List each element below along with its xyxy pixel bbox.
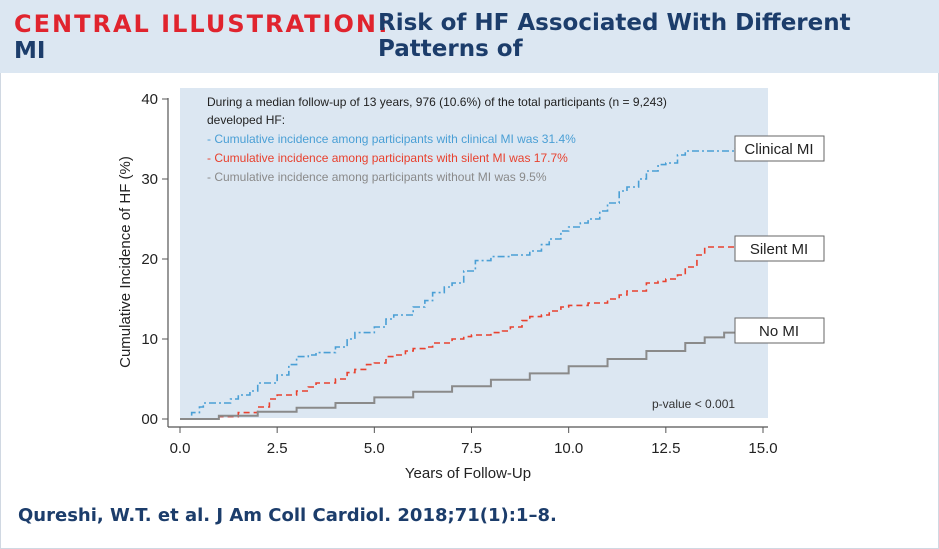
x-axis-title: Years of Follow-Up bbox=[405, 465, 531, 482]
illustration-label: CENTRAL ILLUSTRATION: bbox=[14, 10, 390, 38]
p-value: p-value < 0.001 bbox=[652, 397, 735, 411]
annotation-none: - Cumulative incidence among participant… bbox=[207, 170, 547, 184]
series-no-mi-line bbox=[180, 329, 737, 420]
legend-none-label: No MI bbox=[759, 323, 799, 340]
y-tick-label: 30 bbox=[141, 171, 158, 188]
annotation-line1: During a median follow-up of 13 years, 9… bbox=[207, 95, 667, 109]
y-ticks: 00 10 20 30 40 bbox=[141, 91, 168, 428]
series-silent-mi-line bbox=[180, 246, 736, 420]
illustration-title: Risk of HF Associated With Different Pat… bbox=[378, 10, 851, 62]
x-tick-label: 7.5 bbox=[461, 440, 482, 457]
annotation-line2: developed HF: bbox=[207, 113, 285, 127]
x-tick-label: 5.0 bbox=[364, 440, 385, 457]
legend-clinical: Clinical MI bbox=[734, 135, 825, 162]
plot-area bbox=[180, 88, 768, 418]
annotation-block: During a median follow-up of 13 years, 9… bbox=[207, 95, 667, 184]
legend-silent-label: Silent MI bbox=[750, 241, 808, 258]
legend-silent: Silent MI bbox=[734, 235, 825, 262]
x-tick-label: 10.0 bbox=[554, 440, 583, 457]
x-ticks: 0.0 2.5 5.0 7.5 10.0 12.5 15.0 bbox=[170, 427, 778, 457]
legend-clinical-label: Clinical MI bbox=[744, 141, 813, 158]
header-banner: CENTRAL ILLUSTRATION: Risk of HF Associa… bbox=[0, 0, 939, 73]
y-tick-label: 20 bbox=[141, 251, 158, 268]
x-tick-label: 0.0 bbox=[170, 440, 191, 457]
axes bbox=[167, 98, 768, 428]
y-tick-label: 10 bbox=[141, 331, 158, 348]
x-tick-label: 15.0 bbox=[748, 440, 777, 457]
series-clinical-mi-line bbox=[180, 150, 736, 420]
legend-none: No MI bbox=[734, 317, 825, 344]
citation: Qureshi, W.T. et al. J Am Coll Cardiol. … bbox=[18, 505, 557, 526]
y-tick-label: 00 bbox=[141, 411, 158, 428]
illustration-title-line2: MI bbox=[14, 38, 46, 64]
annotation-clinical: - Cumulative incidence among participant… bbox=[207, 132, 576, 146]
annotation-silent: - Cumulative incidence among participant… bbox=[207, 151, 568, 165]
y-axis-title: Cumulative Incidence of HF (%) bbox=[117, 156, 134, 368]
x-tick-label: 12.5 bbox=[651, 440, 680, 457]
x-tick-label: 2.5 bbox=[267, 440, 288, 457]
y-tick-label: 40 bbox=[141, 91, 158, 108]
